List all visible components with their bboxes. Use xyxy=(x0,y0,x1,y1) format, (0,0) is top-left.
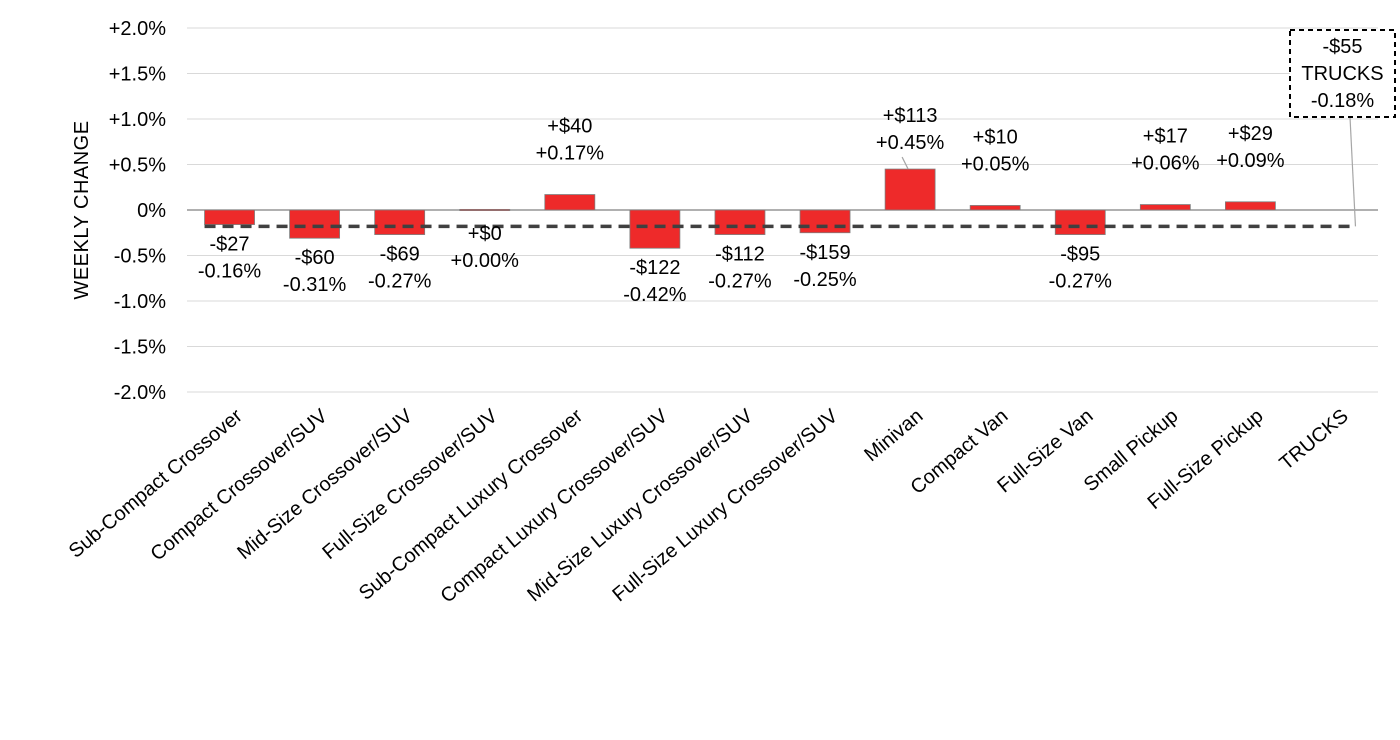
data-label-dollar: -$122 xyxy=(629,257,680,279)
bar xyxy=(374,209,426,235)
x-category-label: TRUCKS xyxy=(1276,405,1353,475)
data-label-percent: +0.17% xyxy=(536,143,605,165)
data-label-percent: +0.00% xyxy=(451,250,520,272)
y-tick-label: +0.5% xyxy=(109,155,166,177)
callout-dollar: -$55 xyxy=(1322,36,1362,58)
data-label-dollar: -$69 xyxy=(380,244,420,266)
x-category-label: Sub-Compact Crossover xyxy=(65,405,247,563)
bar xyxy=(884,168,936,211)
y-tick-label: -2.0% xyxy=(114,382,166,404)
data-label-percent: -0.27% xyxy=(708,271,772,293)
data-label-dollar: -$159 xyxy=(799,242,850,264)
gridlines xyxy=(187,27,1378,393)
data-label-percent: -0.31% xyxy=(283,274,347,296)
data-label-percent: -0.27% xyxy=(368,271,432,293)
data-label-percent: +0.06% xyxy=(1131,153,1200,175)
data-label-percent: -0.27% xyxy=(1049,271,1113,293)
average-callout: -$55 TRUCKS -0.18% xyxy=(1289,29,1396,227)
data-label-dollar: +$10 xyxy=(973,126,1018,148)
y-axis-title: WEEKLY CHANGE xyxy=(71,120,93,299)
bar xyxy=(204,209,255,225)
bars xyxy=(204,168,1276,249)
data-label-dollar: +$17 xyxy=(1143,126,1188,148)
bar xyxy=(1054,209,1106,235)
data-label-dollar: +$40 xyxy=(547,116,592,138)
data-label-percent: -0.25% xyxy=(793,269,857,291)
data-labels: -$27 -0.16% -$60 -0.31% -$69 -0.27% +$0 +0.00% +… xyxy=(198,105,1285,306)
data-label-dollar: -$27 xyxy=(210,234,250,256)
bar xyxy=(629,209,681,249)
y-tick-label: -1.5% xyxy=(114,337,166,359)
callout-box xyxy=(1289,29,1396,118)
x-category-label: Minivan xyxy=(860,405,927,466)
bar xyxy=(1139,204,1191,211)
data-label-dollar: +$113 xyxy=(883,105,938,127)
data-label-dollar: -$95 xyxy=(1060,244,1100,266)
data-label-percent: +0.05% xyxy=(961,153,1030,175)
data-label-dollar: -$60 xyxy=(295,247,335,269)
bar xyxy=(1224,201,1276,211)
bar xyxy=(459,208,511,211)
data-label-percent: +0.09% xyxy=(1216,150,1285,172)
data-label-percent: -0.42% xyxy=(623,284,687,306)
data-label-leader xyxy=(901,156,909,170)
callout-leader-line xyxy=(1349,116,1357,227)
y-axis-ticks: +2.0% +1.5% +1.0% +0.5% 0% -0.5% -1.0% -1.5% -2.… xyxy=(109,18,166,404)
y-tick-label: +1.5% xyxy=(109,64,166,86)
data-label-dollar: +$29 xyxy=(1228,123,1273,145)
bar xyxy=(799,209,851,234)
y-tick-label: -1.0% xyxy=(114,291,166,313)
y-tick-label: +1.0% xyxy=(109,109,166,131)
data-label-percent: +0.45% xyxy=(876,132,945,154)
y-tick-label: +2.0% xyxy=(109,18,166,40)
y-tick-label: 0% xyxy=(137,200,166,222)
y-tick-label: -0.5% xyxy=(114,246,166,268)
data-label-dollar: +$0 xyxy=(468,223,502,245)
bar xyxy=(544,194,596,211)
bar xyxy=(969,205,1021,211)
callout-name: TRUCKS xyxy=(1301,63,1383,85)
callout-percent: -0.18% xyxy=(1311,90,1375,112)
data-label-dollar: -$112 xyxy=(715,244,765,266)
data-label-percent: -0.16% xyxy=(198,261,262,283)
bar xyxy=(289,209,341,239)
bar xyxy=(714,209,766,235)
